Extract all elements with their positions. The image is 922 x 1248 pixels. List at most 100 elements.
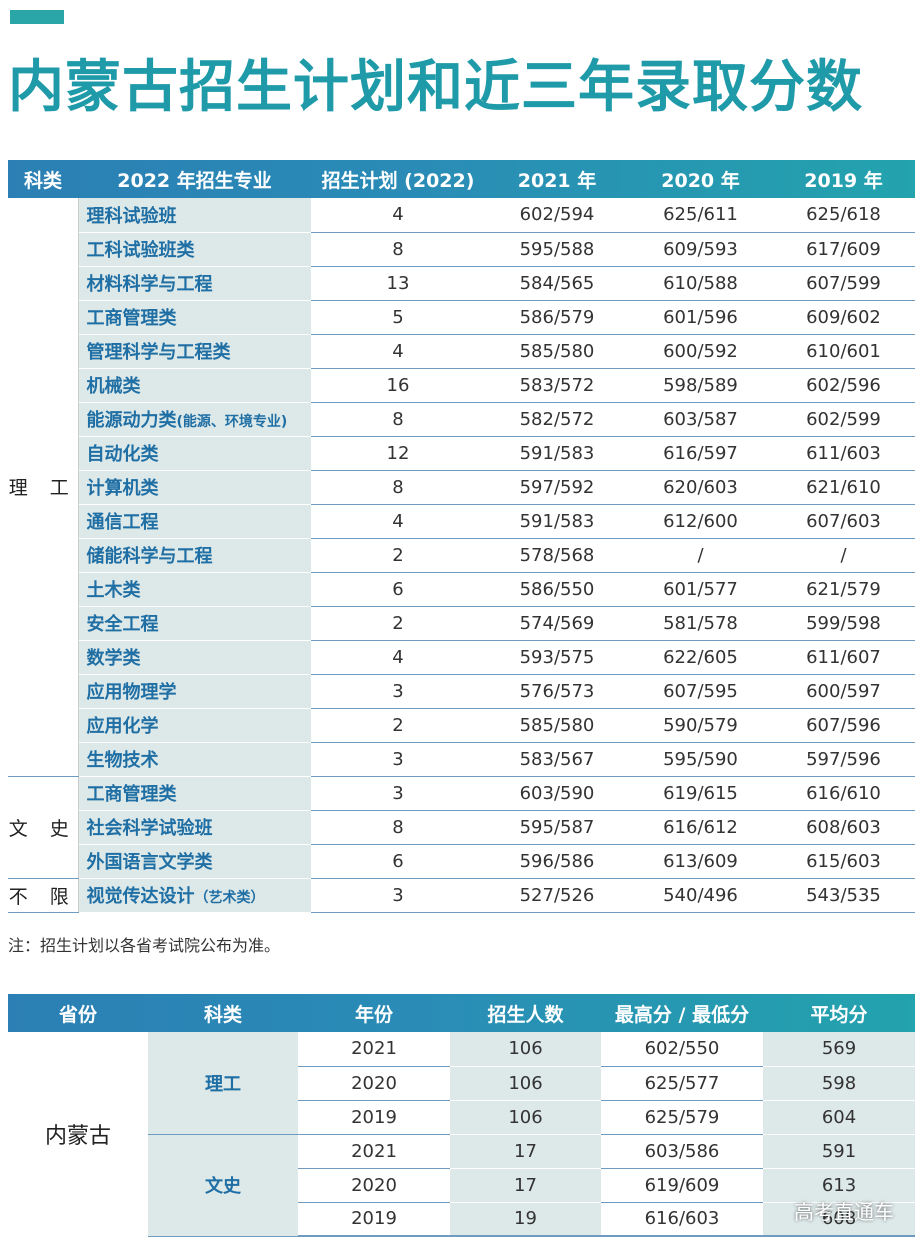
- major-cell: 能源动力类(能源、环境专业): [78, 402, 311, 437]
- table-row: 2019 106 625/579 604: [8, 1100, 915, 1135]
- plan-cell: 2: [311, 538, 485, 573]
- range-cell: 616/603: [601, 1202, 763, 1237]
- y2019-cell: 611/603: [772, 436, 915, 471]
- y2019-cell: 543/535: [772, 878, 915, 913]
- major-name: 通信工程: [86, 512, 159, 533]
- plan-cell: 4: [311, 640, 485, 675]
- y2019-cell: 617/609: [772, 232, 915, 267]
- table-row: 储能科学与工程 2 578/568//: [8, 538, 915, 573]
- count-cell: 106: [450, 1100, 601, 1135]
- y2019-cell: 616/610: [772, 776, 915, 811]
- header-category: 科类: [23, 169, 62, 192]
- major-name: 生物技术: [86, 750, 159, 771]
- major-cell: 通信工程: [78, 504, 311, 539]
- range-cell: 602/550: [601, 1032, 763, 1067]
- y2019-cell: 611/607: [772, 640, 915, 675]
- range-cell: 619/609: [601, 1168, 763, 1203]
- plan-cell: 5: [311, 300, 485, 335]
- y2020-cell: 590/579: [629, 708, 772, 743]
- table-row: 能源动力类(能源、环境专业) 8 582/572 603/587 602/599: [8, 402, 915, 437]
- admission-plan-table: 科类 2022 年招生专业 招生计划 (2022) 2021 年 2020 年 …: [8, 160, 915, 913]
- average-cell: 613: [763, 1168, 915, 1203]
- y2020-cell: 616/612: [629, 810, 772, 845]
- y2020-cell: 601/596: [629, 300, 772, 335]
- plan-cell: 2: [311, 606, 485, 641]
- plan-cell: 16: [311, 368, 485, 403]
- plan-cell: 3: [311, 776, 485, 811]
- y2019-cell: 621/579: [772, 572, 915, 607]
- major-cell: 工商管理类: [78, 776, 311, 811]
- header-province: 省份: [58, 1003, 97, 1026]
- header-2021: 2021 年: [517, 169, 597, 192]
- y2020-cell: 620/603: [629, 470, 772, 505]
- table-row: 2020 106 625/577 598: [8, 1066, 915, 1101]
- plan-cell: 6: [311, 844, 485, 879]
- major-cell: 土木类: [78, 572, 311, 607]
- plan-cell: 13: [311, 266, 485, 301]
- average-cell: 608: [763, 1202, 915, 1237]
- plan-cell: 3: [311, 742, 485, 777]
- y2021-cell: 574/569: [485, 606, 629, 641]
- y2020-cell: 609/593: [629, 232, 772, 267]
- summary-table-body: 内蒙古 理工 2021 106 602/550 569 2020 106 625/577 598 2…: [8, 1032, 915, 1237]
- plan-cell: 12: [311, 436, 485, 471]
- y2019-cell: 602/599: [772, 402, 915, 437]
- table-row: 内蒙古 理工 2021 106 602/550 569: [8, 1032, 915, 1149]
- year-cell: 2021: [298, 1032, 450, 1067]
- major-name: 管理科学与工程类: [86, 342, 231, 363]
- table-row: 社会科学试验班 8 595/587 616/612 608/603: [8, 810, 915, 845]
- average-cell: 591: [763, 1134, 915, 1169]
- y2020-cell: 603/587: [629, 402, 772, 437]
- y2019-cell: 602/596: [772, 368, 915, 403]
- y2021-cell: 602/594: [485, 198, 629, 233]
- y2019-cell: 615/603: [772, 844, 915, 879]
- plan-cell: 6: [311, 572, 485, 607]
- major-name: 土木类: [86, 580, 141, 601]
- y2021-cell: 585/580: [485, 334, 629, 369]
- average-cell: 598: [763, 1066, 915, 1101]
- table-row: 自动化类 12 591/583 616/597 611/603: [8, 436, 915, 471]
- y2021-cell: 595/587: [485, 810, 629, 845]
- category-cell: 理 工: [8, 198, 79, 777]
- table-row: 计算机类 8 597/592 620/603 621/610: [8, 470, 915, 505]
- y2019-cell: 599/598: [772, 606, 915, 641]
- y2020-cell: 581/578: [629, 606, 772, 641]
- range-cell: 603/586: [601, 1134, 763, 1169]
- year-cell: 2019: [298, 1100, 450, 1135]
- table-row: 不 限视觉传达设计（艺术类） 3 527/526 540/496 543/535: [8, 878, 915, 913]
- y2019-cell: 621/610: [772, 470, 915, 505]
- y2021-cell: 593/575: [485, 640, 629, 675]
- major-name: 自动化类: [86, 444, 159, 465]
- year-cell: 2020: [298, 1168, 450, 1203]
- major-cell: 工商管理类: [78, 300, 311, 335]
- y2020-cell: 540/496: [629, 878, 772, 913]
- page-title: 内蒙古招生计划和近三年录取分数: [8, 55, 863, 120]
- y2020-cell: 619/615: [629, 776, 772, 811]
- kind-cell: 理工: [148, 1032, 298, 1135]
- major-name: 应用化学: [86, 716, 159, 737]
- major-cell: 视觉传达设计（艺术类）: [78, 878, 311, 913]
- y2019-cell: /: [772, 538, 915, 573]
- count-cell: 17: [450, 1134, 601, 1169]
- header-2019: 2019 年: [804, 169, 883, 192]
- y2021-cell: 582/572: [485, 402, 629, 437]
- y2020-cell: /: [629, 538, 772, 573]
- y2019-cell: 625/618: [772, 198, 915, 233]
- y2021-cell: 591/583: [485, 436, 629, 471]
- y2019-cell: 607/599: [772, 266, 915, 301]
- y2021-cell: 586/550: [485, 572, 629, 607]
- major-cell: 社会科学试验班: [78, 810, 311, 845]
- y2019-cell: 607/596: [772, 708, 915, 743]
- plan-cell: 8: [311, 810, 485, 845]
- y2021-cell: 576/573: [485, 674, 629, 709]
- major-name: 理科试验班: [86, 205, 177, 227]
- watermark: 高考直通车: [794, 1200, 894, 1224]
- plan-cell: 4: [311, 334, 485, 369]
- y2021-cell: 583/567: [485, 742, 629, 777]
- major-name: 社会科学试验班: [86, 818, 213, 839]
- y2020-cell: 610/588: [629, 266, 772, 301]
- plan-cell: 8: [311, 470, 485, 505]
- major-cell: 生物技术: [78, 742, 311, 777]
- major-name: 数学类: [86, 648, 141, 669]
- major-cell: 应用化学: [78, 708, 311, 743]
